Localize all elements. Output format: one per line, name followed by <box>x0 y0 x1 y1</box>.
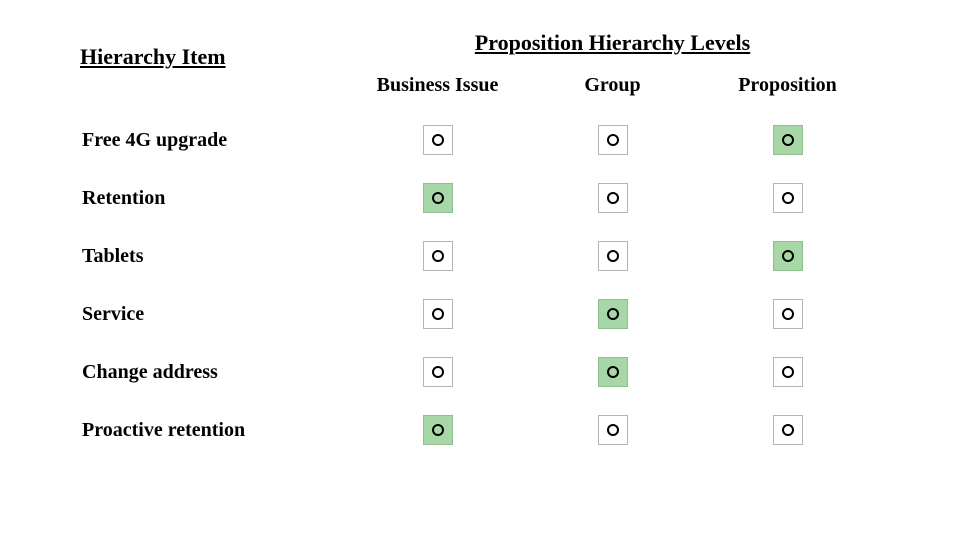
row-cells <box>350 299 875 329</box>
radio-cell <box>700 415 875 445</box>
column-header-proposition: Proposition <box>700 74 875 97</box>
radio-circle-icon <box>607 366 619 378</box>
radio-option[interactable] <box>773 125 803 155</box>
table-body: Free 4G upgrade Retention Tablets Service Ch… <box>80 125 875 445</box>
radio-cell <box>350 299 525 329</box>
radio-cell <box>350 415 525 445</box>
radio-option[interactable] <box>773 241 803 271</box>
radio-option[interactable] <box>773 183 803 213</box>
row-label: Service <box>80 303 350 326</box>
radio-circle-icon <box>782 366 794 378</box>
radio-cell <box>700 183 875 213</box>
radio-option[interactable] <box>423 241 453 271</box>
radio-circle-icon <box>432 366 444 378</box>
radio-cell <box>700 125 875 155</box>
radio-cell <box>525 299 700 329</box>
radio-option[interactable] <box>598 241 628 271</box>
radio-circle-icon <box>607 308 619 320</box>
radio-circle-icon <box>607 424 619 436</box>
table-row: Free 4G upgrade <box>80 125 875 155</box>
table-row: Change address <box>80 357 875 387</box>
radio-circle-icon <box>782 424 794 436</box>
table-row: Service <box>80 299 875 329</box>
hierarchy-mapping-table: Hierarchy Item Proposition Hierarchy Lev… <box>0 0 955 546</box>
column-header-group: Group <box>525 74 700 97</box>
row-label: Proactive retention <box>80 419 350 442</box>
table-row: Proactive retention <box>80 415 875 445</box>
radio-circle-icon <box>432 134 444 146</box>
column-header-business-issue: Business Issue <box>350 74 525 97</box>
radio-circle-icon <box>432 424 444 436</box>
radio-cell <box>525 357 700 387</box>
row-label: Change address <box>80 361 350 384</box>
table-row: Retention <box>80 183 875 213</box>
row-label: Retention <box>80 187 350 210</box>
levels-title: Proposition Hierarchy Levels <box>350 30 875 56</box>
row-cells <box>350 415 875 445</box>
radio-circle-icon <box>432 308 444 320</box>
radio-cell <box>700 357 875 387</box>
radio-circle-icon <box>432 192 444 204</box>
radio-option[interactable] <box>423 357 453 387</box>
hierarchy-item-header: Hierarchy Item <box>80 44 350 70</box>
radio-option[interactable] <box>598 125 628 155</box>
radio-cell <box>525 183 700 213</box>
radio-option[interactable] <box>423 125 453 155</box>
radio-circle-icon <box>782 308 794 320</box>
row-label: Tablets <box>80 245 350 268</box>
radio-option[interactable] <box>773 415 803 445</box>
radio-option[interactable] <box>773 357 803 387</box>
radio-option[interactable] <box>598 299 628 329</box>
table-header-row: Hierarchy Item Proposition Hierarchy Lev… <box>80 30 875 97</box>
radio-circle-icon <box>432 250 444 262</box>
row-cells <box>350 241 875 271</box>
radio-option[interactable] <box>598 415 628 445</box>
table-row: Tablets <box>80 241 875 271</box>
level-column-headers: Business Issue Group Proposition <box>350 74 875 97</box>
radio-circle-icon <box>607 250 619 262</box>
row-cells <box>350 183 875 213</box>
radio-option[interactable] <box>773 299 803 329</box>
radio-cell <box>525 415 700 445</box>
levels-header-block: Proposition Hierarchy Levels Business Is… <box>350 30 875 97</box>
radio-circle-icon <box>782 250 794 262</box>
radio-cell <box>700 299 875 329</box>
radio-circle-icon <box>607 192 619 204</box>
row-cells <box>350 357 875 387</box>
radio-option[interactable] <box>423 415 453 445</box>
radio-option[interactable] <box>598 357 628 387</box>
radio-cell <box>700 241 875 271</box>
radio-option[interactable] <box>423 183 453 213</box>
radio-cell <box>350 357 525 387</box>
radio-circle-icon <box>782 192 794 204</box>
radio-option[interactable] <box>598 183 628 213</box>
radio-option[interactable] <box>423 299 453 329</box>
radio-cell <box>525 241 700 271</box>
radio-cell <box>525 125 700 155</box>
radio-cell <box>350 241 525 271</box>
radio-circle-icon <box>607 134 619 146</box>
row-cells <box>350 125 875 155</box>
radio-cell <box>350 183 525 213</box>
radio-cell <box>350 125 525 155</box>
radio-circle-icon <box>782 134 794 146</box>
row-label: Free 4G upgrade <box>80 129 350 152</box>
